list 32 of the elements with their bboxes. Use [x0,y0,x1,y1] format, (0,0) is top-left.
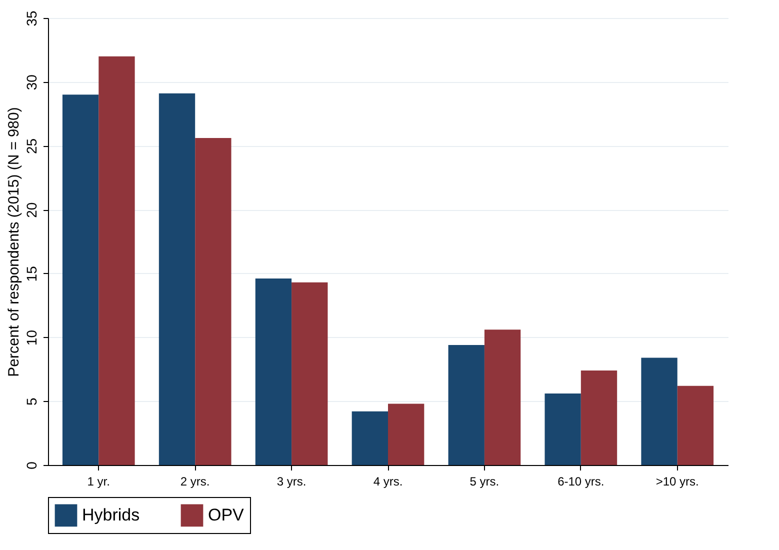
bar [484,330,521,465]
x-tick-label: 3 yrs. [276,474,306,488]
x-tick-label: 4 yrs. [373,474,403,488]
y-tick-label: 10 [24,330,40,346]
y-tick-label: 25 [24,138,40,154]
bar [448,344,484,465]
bar [388,404,424,465]
bar [352,411,388,465]
bar [544,393,581,465]
x-tick-label: 2 yrs. [180,474,210,488]
bar [195,138,232,465]
bar [292,282,328,465]
x-tick-label: 5 yrs. [470,474,500,488]
bar [98,56,135,465]
bar [677,386,714,465]
bar [158,93,196,465]
legend-label: OPV [208,505,245,524]
bar [641,358,678,465]
x-tick-label: 6-10 yrs. [558,474,604,488]
y-tick-label: 5 [24,398,40,406]
bar [62,94,99,465]
bar [580,370,618,465]
x-tick-label: >10 yrs. [656,474,699,488]
y-tick-label: 15 [24,266,40,282]
y-tick-label: 35 [24,10,40,26]
y-tick-label: 0 [24,461,40,470]
y-axis-title: Percent of respondents (2015) (N = 980) [6,107,22,377]
x-tick-label: 1 yr. [87,474,110,488]
bar [255,278,292,465]
y-tick-label: 30 [24,74,40,90]
legend-label: Hybrids [82,505,140,524]
y-tick-label: 20 [24,202,40,218]
